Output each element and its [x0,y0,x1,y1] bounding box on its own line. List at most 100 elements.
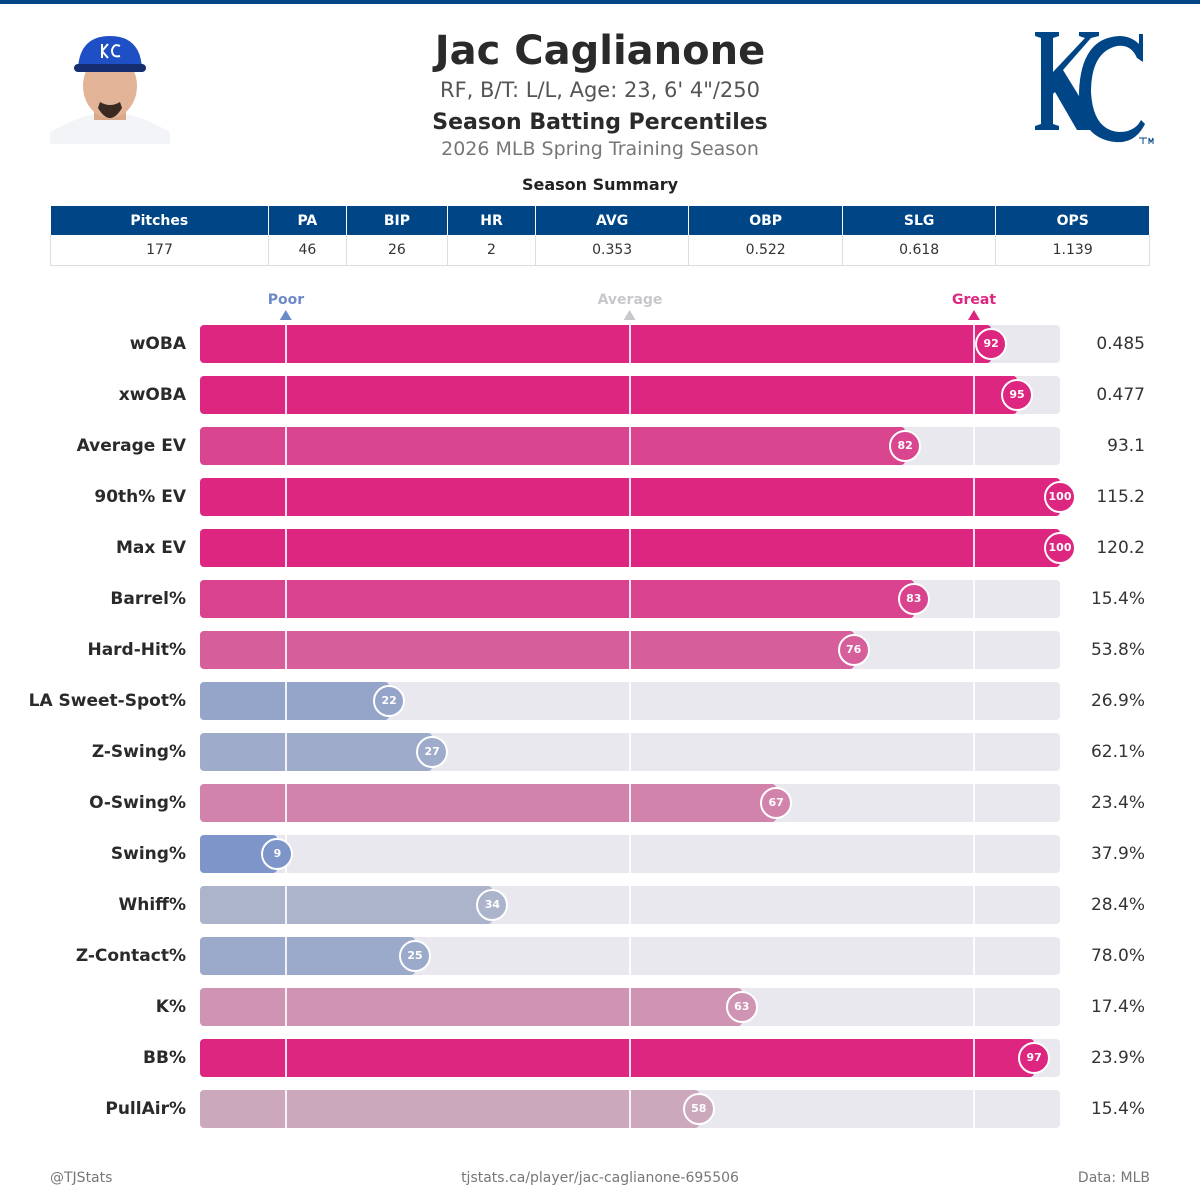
metric-label: Z-Contact% [75,946,186,966]
percentile-bar [200,937,415,975]
metric-row: Barrel% 83 15.4% [0,580,1200,618]
metric-row: wOBA 92 0.485 [0,325,1200,363]
metric-row: Hard-Hit% 76 53.8% [0,631,1200,669]
marker-line [973,529,975,567]
marker-line [973,478,975,516]
marker-line [973,784,975,822]
metric-row: PullAir% 58 15.4% [0,1090,1200,1128]
metric-value: 15.4% [1090,1099,1145,1119]
bar-track: 76 [200,631,1060,669]
metric-label: LA Sweet-Spot% [28,691,186,711]
metric-value: 23.4% [1090,793,1145,813]
marker-line [285,937,287,975]
summary-col-header: AVG [535,206,690,235]
marker-line [973,835,975,873]
marker-line [973,427,975,465]
marker-line [973,376,975,414]
percentile-bar [200,631,854,669]
bar-track: 95 [200,376,1060,414]
metric-row: 90th% EV 100 115.2 [0,478,1200,516]
triangle-icon [280,310,292,320]
team-logo [1025,22,1155,147]
marker-label: Poor [267,292,305,308]
summary-cell: 26 [346,235,449,266]
percentile-badge: 100 [1044,532,1076,564]
bar-track: 97 [200,1039,1060,1077]
marker-line [629,325,631,363]
metric-value: 0.477 [1096,385,1145,405]
metric-value: 17.4% [1090,997,1145,1017]
metric-value: 37.9% [1090,844,1145,864]
marker-poor: Poor [268,292,304,320]
summary-col-header: HR [447,206,536,235]
bar-track: 92 [200,325,1060,363]
metric-label: Average EV [76,436,186,456]
metric-row: K% 63 17.4% [0,988,1200,1026]
metric-row: Average EV 82 93.1 [0,427,1200,465]
footer-handle: @TJStats [50,1170,113,1186]
percentile-badge: 58 [682,1093,715,1125]
bar-track: 22 [200,682,1060,720]
marker-line [285,988,287,1026]
bar-track: 100 [200,529,1076,567]
percentile-bar [200,1039,1035,1077]
footer-url[interactable]: tjstats.ca/player/jac-caglianone-695506 [461,1170,739,1186]
percentile-badge: 100 [1044,481,1076,513]
player-info: RF, B/T: L/L, Age: 23, 6' 4"/250 [439,78,761,102]
summary-cell: 0.353 [535,235,690,266]
metric-label: O-Swing% [89,793,186,813]
marker-line [629,937,631,975]
metric-value: 62.1% [1090,742,1145,762]
bar-track: 25 [200,937,1060,975]
summary-cell: 0.522 [688,235,843,266]
marker-line [629,988,631,1026]
metric-value: 28.4% [1090,895,1145,915]
percentile-badge: 67 [760,787,793,819]
summary-col-header: Pitches [50,206,269,235]
marker-line [629,580,631,618]
metric-label: PullAir% [105,1099,186,1119]
marker-line [629,478,631,516]
player-name: Jac Caglianone [434,28,766,74]
metric-value: 115.2 [1096,487,1145,507]
metric-value: 26.9% [1090,691,1145,711]
summary-value-row: 177 46 26 2 0.353 0.522 0.618 1.139 [50,235,1150,266]
percentile-badge: 22 [373,685,406,717]
chart-subtitle: Season Batting Percentiles [432,110,768,135]
marker-line [973,733,975,771]
metric-label: BB% [143,1048,186,1068]
bar-track: 82 [200,427,1060,465]
percentile-badge: 82 [889,430,922,462]
metric-label: Max EV [115,538,186,558]
metric-label: xwOBA [118,385,186,405]
marker-average: Average [598,292,662,320]
metric-value: 0.485 [1096,334,1145,354]
metric-row: Max EV 100 120.2 [0,529,1200,567]
top-bar [0,0,1200,4]
percentile-badge: 9 [261,838,294,870]
metric-label: Barrel% [110,589,186,609]
metric-row: xwOBA 95 0.477 [0,376,1200,414]
summary-cell: 46 [268,235,347,266]
percentile-bar [200,427,906,465]
percentile-badge: 97 [1018,1042,1051,1074]
marker-line [285,733,287,771]
marker-line [629,784,631,822]
marker-great: Great [952,292,996,320]
percentile-badge: 92 [975,328,1008,360]
marker-line [629,376,631,414]
metric-label: Z-Swing% [91,742,186,762]
metric-label: wOBA [129,334,186,354]
bar-track: 100 [200,478,1076,516]
metric-label: Whiff% [118,895,187,915]
percentile-badge: 95 [1001,379,1033,411]
marker-line [629,886,631,924]
marker-line [285,631,287,669]
marker-line [285,478,287,516]
metric-value: 23.9% [1090,1048,1145,1068]
metric-label: Hard-Hit% [87,640,186,660]
marker-line [285,784,287,822]
percentile-bar [200,682,390,720]
metric-label: 90th% EV [94,487,186,507]
marker-line [285,580,287,618]
